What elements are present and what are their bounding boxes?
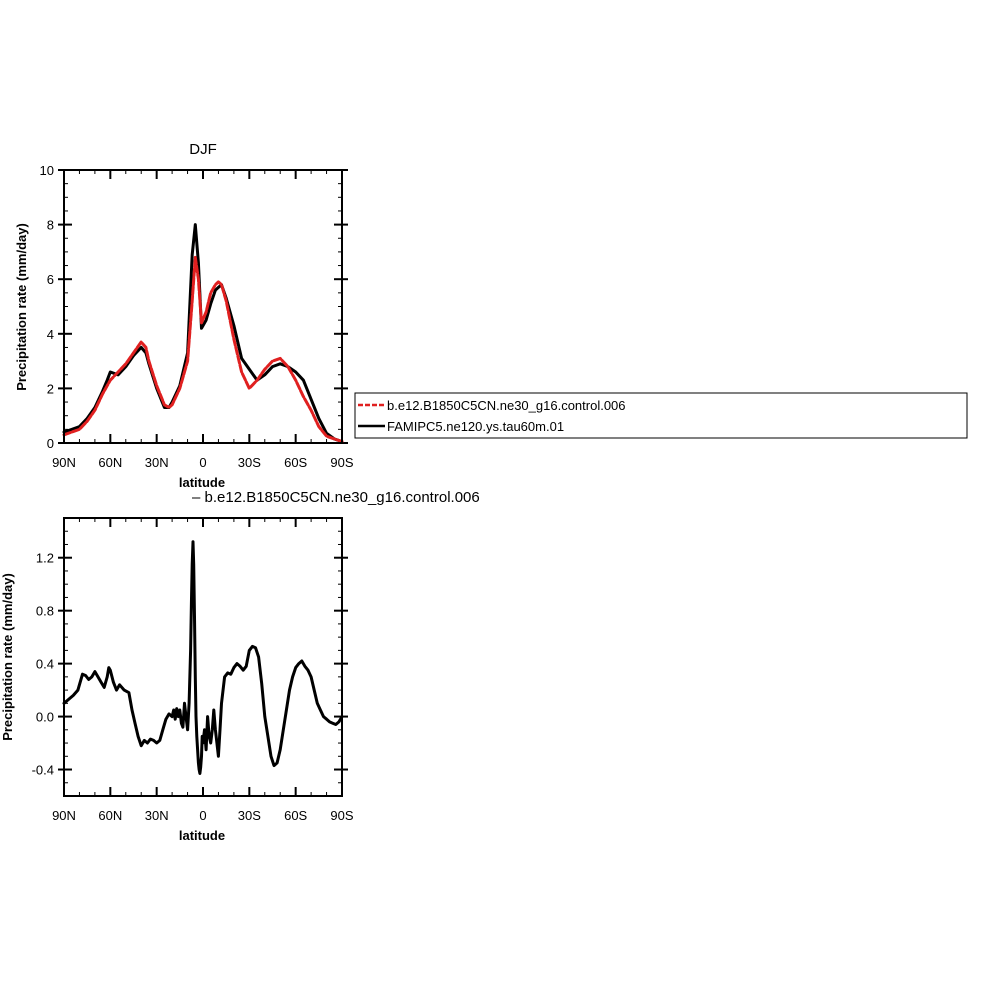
x-tick-label: 90N xyxy=(52,808,76,823)
bottom-plot-frame xyxy=(63,517,343,797)
x-tick-label: 60S xyxy=(284,808,307,823)
bottom-y-axis-label: Precipitation rate (mm/day) xyxy=(0,573,15,741)
x-tick-label: 60S xyxy=(284,455,307,470)
y-tick-label: 8 xyxy=(47,218,54,233)
x-tick-label: 90S xyxy=(330,455,353,470)
legend-box xyxy=(354,392,968,439)
x-tick-label: 30S xyxy=(238,455,261,470)
x-tick-label: 60N xyxy=(98,808,122,823)
x-tick-label: 30N xyxy=(145,808,169,823)
legend: b.e12.B1850C5CN.ne30_g16.control.006 FAM… xyxy=(354,392,968,439)
y-tick-label: 0.0 xyxy=(36,710,54,725)
y-tick-label: 6 xyxy=(47,272,54,287)
bottom-chart-title: – b.e12.B1850C5CN.ne30_g16.control.006 xyxy=(192,489,480,506)
series-line-0-1 xyxy=(62,223,344,444)
x-tick-label: 90N xyxy=(52,455,76,470)
legend-label-famip: FAMIPC5.ne120.ys.tau60m.01 xyxy=(387,419,564,434)
y-tick-label: 2 xyxy=(47,381,54,396)
series-line-0-0 xyxy=(62,255,344,444)
y-tick-label: 1.2 xyxy=(36,551,54,566)
y-tick-label: 4 xyxy=(47,327,54,342)
top-series-layer xyxy=(62,223,344,444)
y-tick-label: 0.4 xyxy=(36,657,54,672)
legend-label-control: b.e12.B1850C5CN.ne30_g16.control.006 xyxy=(387,398,626,413)
top-panel: DJF latitude Precipitation rate (mm/day)… xyxy=(14,141,354,490)
top-x-axis-label: latitude xyxy=(179,475,225,490)
x-tick-label: 60N xyxy=(98,455,122,470)
bottom-panel: – b.e12.B1850C5CN.ne30_g16.control.006 l… xyxy=(0,489,480,843)
series-line-1-0 xyxy=(62,540,344,775)
y-tick-label: -0.4 xyxy=(32,763,54,778)
y-tick-label: 0 xyxy=(47,436,54,451)
x-tick-label: 30S xyxy=(238,808,261,823)
x-tick-label: 90S xyxy=(330,808,353,823)
y-tick-label: 10 xyxy=(40,163,54,178)
top-chart-title: DJF xyxy=(189,141,217,158)
bottom-axis-ticks: 90N 60N 30N 0 30S 60S 90S -0.4 0.0 0.4 0.8 1.2 xyxy=(32,517,354,823)
y-tick-label: 0.8 xyxy=(36,604,54,619)
bottom-x-axis-label: latitude xyxy=(179,828,225,843)
x-tick-label: 30N xyxy=(145,455,169,470)
x-tick-label: 0 xyxy=(199,455,206,470)
x-tick-label: 0 xyxy=(199,808,206,823)
top-plot-frame xyxy=(63,169,343,444)
bottom-series-layer xyxy=(62,540,344,775)
top-axis-ticks: 90N 60N 30N 0 30S 60S 90S 0 2 4 6 8 10 xyxy=(40,163,354,470)
top-y-axis-label: Precipitation rate (mm/day) xyxy=(14,223,29,391)
